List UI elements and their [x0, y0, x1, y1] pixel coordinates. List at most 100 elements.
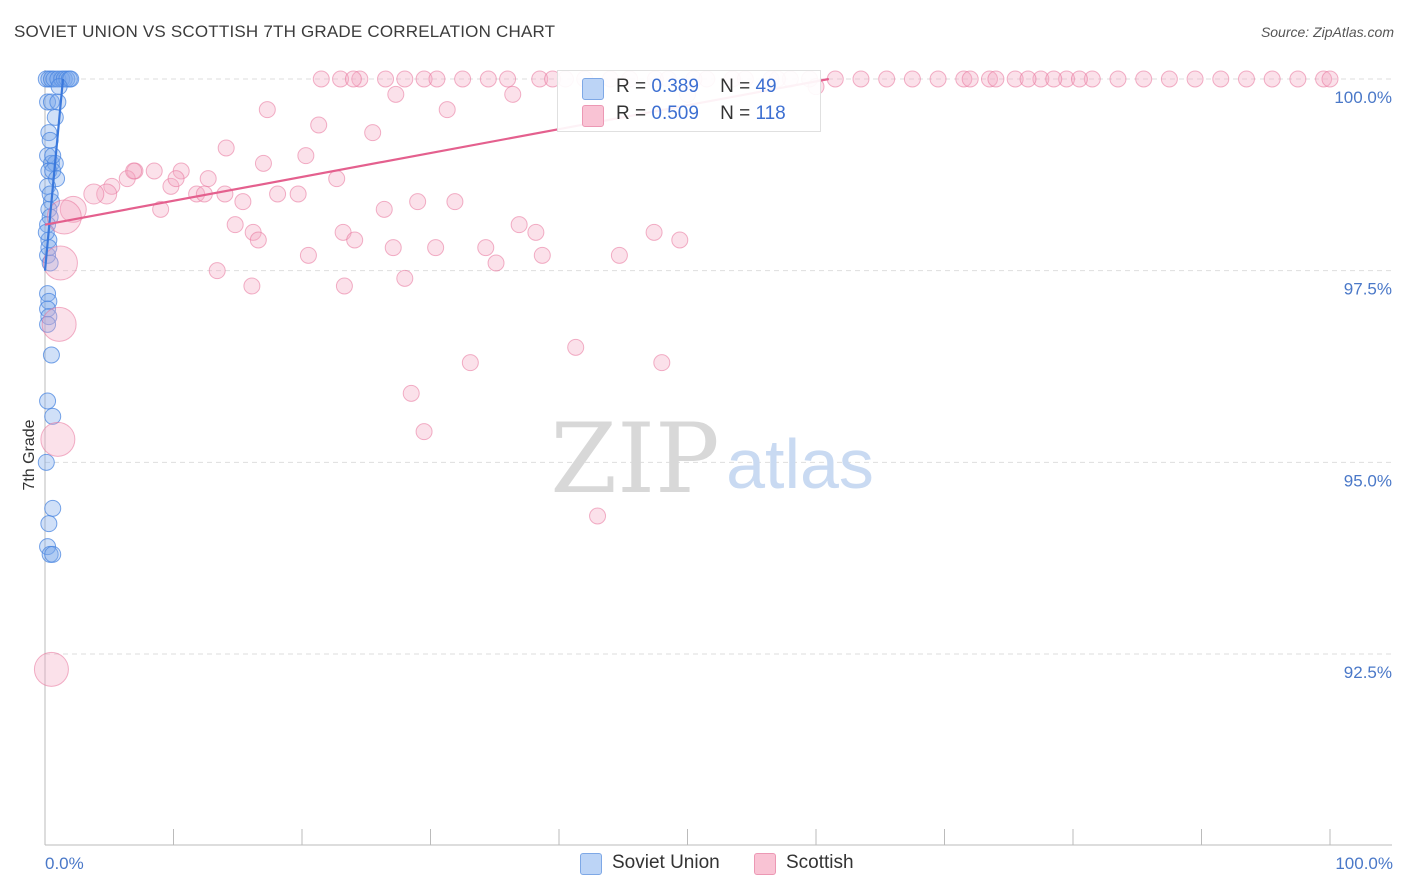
y-tick-label: 92.5%	[1344, 663, 1392, 682]
legend-r-value: 0.389	[651, 76, 699, 97]
y-tick-label: 100.0%	[1334, 88, 1392, 107]
chart-source: Source: ZipAtlas.com	[1260, 24, 1394, 40]
scottish-point	[415, 423, 433, 441]
stats-legend: R = 0.389 N = 49 R = 0.509 N = 118	[557, 70, 821, 132]
soviet-union-point	[49, 93, 67, 111]
scottish-point	[1006, 70, 1024, 88]
scottish-point	[589, 507, 607, 525]
scottish-point	[344, 70, 362, 88]
scottish-point	[125, 162, 143, 180]
soviet-union-point	[42, 346, 60, 364]
scottish-point	[335, 277, 353, 295]
scottish-point	[387, 85, 405, 103]
legend-n-label: N =	[720, 76, 751, 97]
legend-r-label: R =	[616, 76, 647, 97]
scottish-point	[1109, 70, 1127, 88]
scottish-point	[396, 269, 414, 287]
scottish-point	[980, 70, 998, 88]
scottish-point	[427, 239, 445, 257]
legend-label-soviet-union: Soviet Union	[612, 852, 720, 873]
scottish-point	[199, 170, 217, 188]
scottish-point	[533, 246, 551, 264]
chart-title: SOVIET UNION VS SCOTTISH 7TH GRADE CORRE…	[14, 22, 556, 41]
scottish-point	[653, 354, 671, 372]
scottish-point	[364, 124, 382, 142]
scottish-point	[567, 338, 585, 356]
legend-swatch-soviet	[582, 78, 604, 100]
scottish-point	[83, 183, 105, 205]
scottish-point	[258, 101, 276, 119]
soviet-union-point	[41, 185, 59, 203]
scottish-point	[1070, 70, 1088, 88]
grid-layer	[45, 78, 1392, 655]
soviet-union-point	[44, 147, 62, 165]
scottish-point	[332, 70, 350, 88]
legend-label-scottish: Scottish	[786, 852, 854, 873]
scottish-point	[243, 277, 261, 295]
scottish-point	[527, 223, 545, 241]
soviet-union-point	[37, 453, 55, 471]
scottish-point	[216, 185, 234, 203]
scottish-point	[1135, 70, 1153, 88]
scottish-point	[310, 116, 328, 134]
scottish-point	[438, 101, 456, 119]
scottish-point	[454, 70, 472, 88]
scottish-point	[428, 70, 446, 88]
soviet-union-point	[50, 78, 68, 96]
y-tick-label: 97.5%	[1344, 280, 1392, 299]
scottish-point	[145, 162, 163, 180]
scottish-point	[96, 183, 118, 205]
soviet-union-point	[44, 407, 62, 425]
scottish-point	[208, 262, 226, 280]
scottish-point	[396, 70, 414, 88]
scottish-point	[878, 70, 896, 88]
scottish-point	[40, 421, 76, 457]
scottish-point	[1032, 70, 1050, 88]
scottish-point	[499, 70, 517, 88]
y-tick-label: 95.0%	[1344, 471, 1392, 490]
scottish-point	[610, 246, 628, 264]
scottish-point	[1237, 70, 1255, 88]
legend-n-label: N =	[720, 103, 751, 124]
x-tick-label: 100.0%	[1335, 854, 1393, 873]
scottish-point	[955, 70, 973, 88]
scottish-point	[46, 199, 82, 235]
scottish-point	[852, 70, 870, 88]
scottish-point	[1019, 70, 1037, 88]
series-legend: Soviet Union Scottish	[0, 852, 1406, 876]
scottish-point	[41, 306, 77, 342]
watermark-zip: ZIP	[550, 403, 719, 515]
scottish-point	[167, 170, 185, 188]
y-axis-label: 7th Grade	[21, 419, 38, 490]
scottish-point	[1212, 70, 1230, 88]
scottish-point	[531, 70, 549, 88]
soviet-union-point	[44, 499, 62, 517]
scottish-point	[487, 254, 505, 272]
x-tick-label: 0.0%	[45, 854, 84, 873]
scottish-point	[1058, 70, 1076, 88]
soviet-union-point	[44, 545, 62, 563]
legend-swatch-scottish	[582, 105, 604, 127]
scottish-point	[1321, 70, 1339, 88]
scottish-point	[504, 85, 522, 103]
scottish-point	[671, 231, 689, 249]
scottish-point	[299, 246, 317, 264]
scottish-point	[645, 223, 663, 241]
scottish-point	[42, 245, 78, 281]
soviet-union-point	[39, 93, 57, 111]
scottish-point	[351, 70, 369, 88]
scottish-point	[477, 239, 495, 257]
legend-r-label: R =	[616, 103, 647, 124]
scottish-point	[377, 70, 395, 88]
scottish-point	[234, 193, 252, 211]
scottish-point	[217, 139, 235, 157]
scottish-point	[903, 70, 921, 88]
legend-swatch-soviet	[580, 853, 602, 875]
scottish-point	[929, 70, 947, 88]
scottish-point	[961, 70, 979, 88]
scottish-point	[152, 200, 170, 218]
scottish-point	[1045, 70, 1063, 88]
scottish-point	[446, 193, 464, 211]
scottish-point	[409, 193, 427, 211]
